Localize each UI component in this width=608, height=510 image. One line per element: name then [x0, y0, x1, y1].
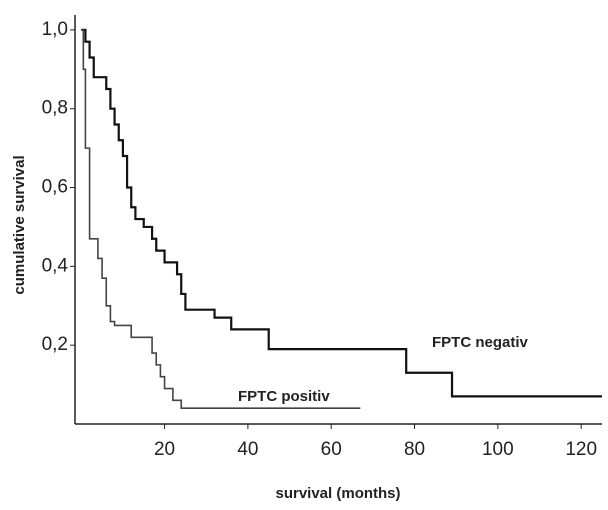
- y-tick-label: 0,6: [42, 177, 68, 198]
- y-tick-label: 0,2: [42, 334, 68, 355]
- series-label: FPTC positiv: [238, 388, 330, 405]
- survival-curve: [81, 29, 361, 410]
- series-label: FPTC negativ: [432, 334, 529, 351]
- x-tick-label: 60: [321, 439, 342, 460]
- survival-curve: [81, 28, 602, 398]
- y-tick-label: 0,4: [42, 255, 69, 276]
- x-tick-label: 40: [237, 439, 258, 460]
- x-tick-label: 100: [482, 439, 514, 460]
- x-tick-label: 120: [565, 439, 597, 460]
- x-axis-label: survival (months): [275, 485, 400, 502]
- y-tick-label: 1,0: [42, 19, 68, 40]
- y-axis-label: cumulative survival: [11, 155, 28, 294]
- x-tick-label: 20: [154, 439, 175, 460]
- y-tick-label: 0,8: [42, 98, 68, 119]
- x-tick-label: 80: [404, 439, 425, 460]
